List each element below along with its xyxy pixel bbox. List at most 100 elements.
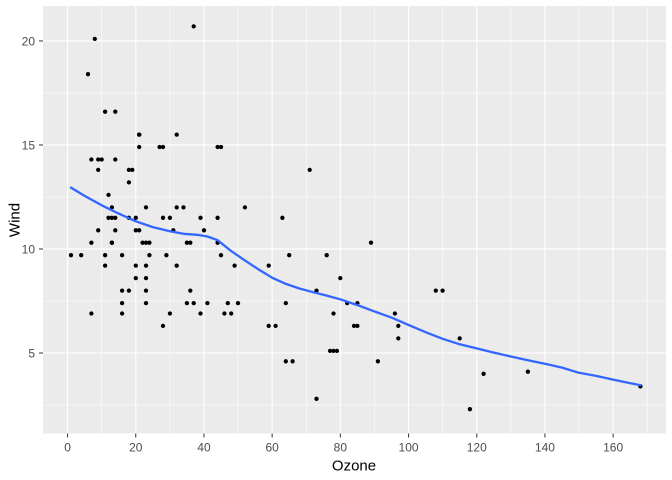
data-point [467, 407, 473, 412]
data-point [167, 311, 173, 316]
data-point [280, 215, 285, 220]
data-point [113, 215, 118, 220]
x-tick-label: 120 [467, 441, 487, 455]
y-tick-label: 10 [22, 242, 36, 256]
data-point [331, 311, 336, 316]
plot-panel [43, 6, 666, 434]
data-point [167, 215, 173, 220]
data-point [89, 240, 94, 245]
data-point [225, 300, 230, 306]
data-point [119, 288, 125, 293]
data-point [368, 240, 374, 245]
data-point [433, 288, 438, 293]
data-point [160, 323, 166, 329]
data-point [283, 359, 288, 364]
data-point [143, 275, 149, 281]
data-point [338, 275, 343, 281]
data-point [174, 205, 179, 210]
data-point [525, 369, 531, 374]
x-tick-label: 140 [535, 441, 555, 455]
x-tick-label: 20 [129, 441, 143, 455]
data-point [222, 311, 227, 316]
data-point [218, 144, 224, 150]
data-point [396, 336, 401, 341]
data-point [198, 311, 203, 316]
data-point [99, 157, 104, 162]
data-point [126, 288, 132, 293]
y-tick-label: 20 [22, 34, 36, 48]
data-point [290, 359, 295, 364]
data-point [119, 300, 125, 306]
data-point [133, 228, 138, 233]
data-point [137, 144, 142, 150]
data-point [201, 228, 207, 233]
data-point [143, 205, 149, 210]
x-tick-label: 100 [399, 441, 419, 455]
data-point [229, 311, 234, 316]
y-tick-label: 15 [22, 138, 36, 152]
data-point [191, 24, 196, 29]
loess-smooth-line [69, 186, 642, 387]
data-point [164, 253, 169, 258]
data-point [355, 323, 360, 329]
data-point [283, 300, 288, 306]
data-point [181, 205, 186, 210]
data-point [266, 263, 271, 268]
data-point [89, 311, 94, 316]
data-point [188, 288, 193, 293]
data-point [218, 253, 224, 258]
data-point [96, 157, 101, 162]
data-point [392, 311, 398, 316]
x-tick-label: 80 [334, 441, 348, 455]
data-point [113, 109, 118, 114]
data-point [133, 263, 138, 268]
axis-tick-labels: 0 20 40 60 80 100 120 140 160 5 10 15 20 [22, 34, 624, 454]
data-point [113, 157, 118, 162]
data-point [160, 215, 166, 220]
data-point [481, 371, 486, 376]
data-point [307, 167, 312, 173]
data-point [160, 144, 166, 150]
data-point [327, 348, 333, 354]
data-point [102, 263, 108, 268]
data-point [137, 132, 142, 137]
data-point [396, 323, 401, 329]
data-point [198, 215, 203, 220]
data-point [92, 36, 97, 42]
data-points [68, 24, 643, 412]
smooth-line [69, 186, 642, 387]
data-point [143, 300, 149, 306]
data-point [140, 240, 145, 245]
data-point [143, 288, 149, 293]
data-point [79, 253, 84, 258]
data-point [113, 228, 118, 233]
data-point [96, 167, 101, 173]
data-point [109, 205, 115, 210]
data-point [184, 300, 190, 306]
data-point [266, 323, 271, 329]
data-point [133, 275, 138, 281]
data-point [351, 323, 357, 329]
data-point [137, 228, 142, 233]
data-point [130, 167, 135, 173]
data-point [273, 323, 278, 329]
data-point [375, 359, 381, 364]
data-point [143, 240, 149, 245]
data-point [235, 300, 241, 306]
data-point [314, 396, 319, 401]
data-point [109, 240, 115, 245]
data-point [287, 253, 292, 258]
data-point [68, 253, 74, 258]
data-point [126, 180, 132, 185]
x-tick-label: 160 [603, 441, 623, 455]
data-point [215, 144, 220, 150]
data-point [232, 263, 237, 268]
x-axis-title: Ozone [331, 457, 377, 475]
data-point [440, 288, 445, 293]
data-point [331, 348, 336, 354]
data-point [188, 240, 193, 245]
data-point [191, 300, 196, 306]
data-point [242, 205, 248, 210]
